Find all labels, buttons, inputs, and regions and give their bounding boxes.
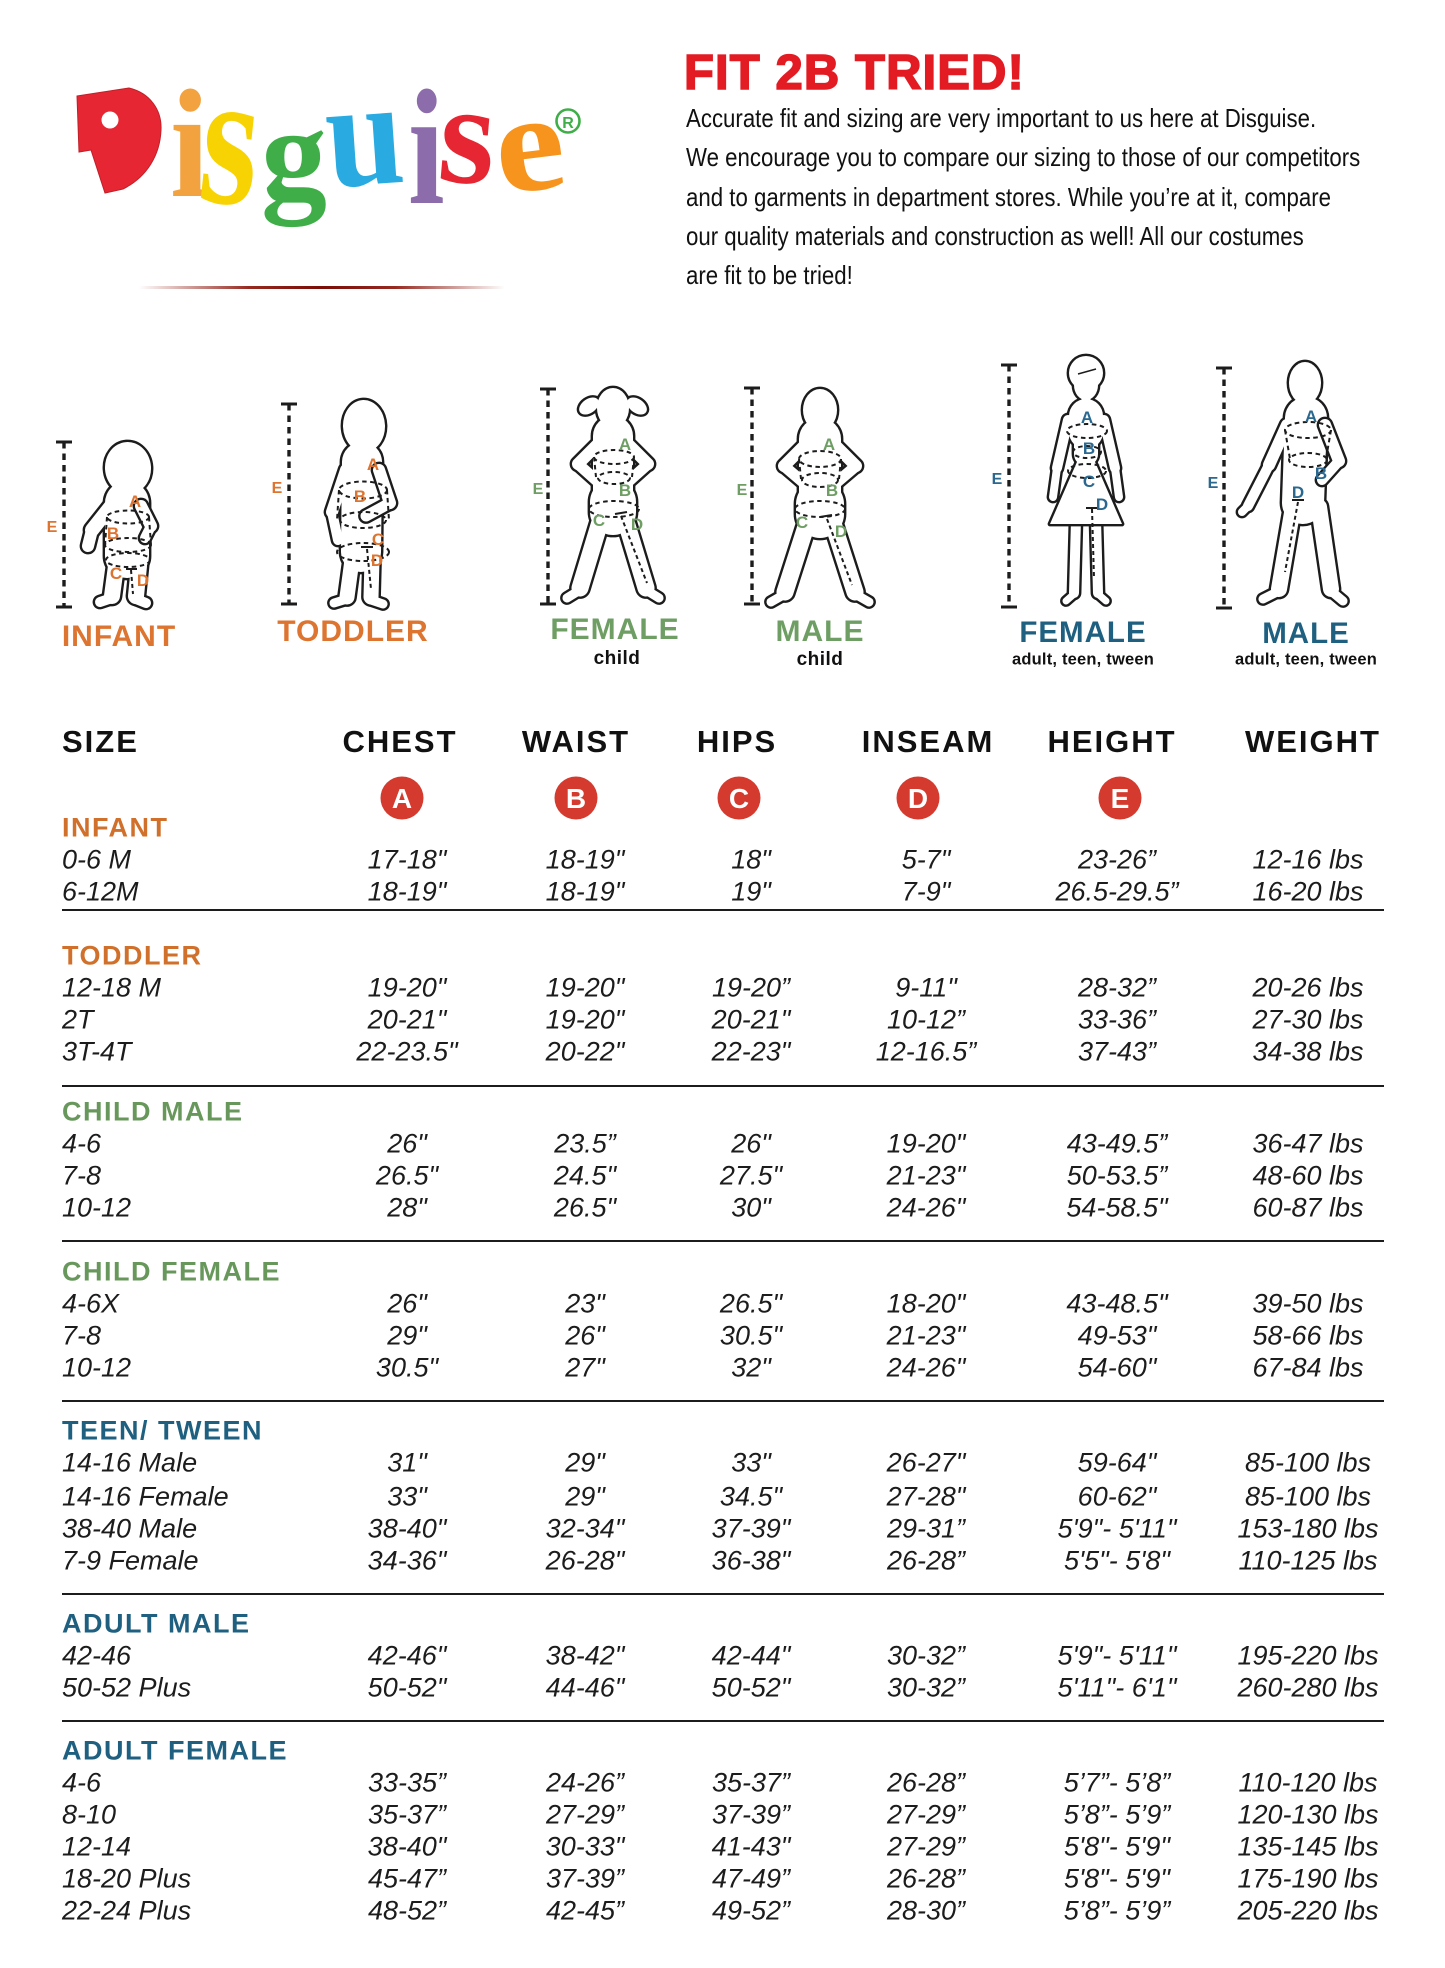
svg-text:B: B xyxy=(1083,439,1095,458)
svg-text:D: D xyxy=(1292,483,1304,502)
svg-text:A: A xyxy=(367,455,379,474)
svg-text:R: R xyxy=(562,115,574,132)
svg-text:C: C xyxy=(110,564,122,583)
svg-text:B: B xyxy=(1315,464,1327,483)
svg-text:A: A xyxy=(1305,407,1317,426)
svg-text:B: B xyxy=(826,481,838,500)
svg-text:E: E xyxy=(272,480,283,497)
svg-text:A: A xyxy=(1081,408,1093,427)
svg-text:D: D xyxy=(371,551,383,570)
svg-text:E: E xyxy=(47,519,58,536)
svg-text:E: E xyxy=(992,471,1003,488)
svg-text:C: C xyxy=(372,530,384,549)
svg-text:u: u xyxy=(320,47,409,221)
svg-text:i: i xyxy=(408,57,445,239)
svg-text:C: C xyxy=(1083,472,1095,491)
svg-text:A: A xyxy=(129,492,141,511)
svg-text:E: E xyxy=(1208,475,1219,492)
svg-text:A: A xyxy=(823,435,835,454)
svg-text:E: E xyxy=(737,482,748,499)
svg-text:D: D xyxy=(835,522,847,541)
svg-text:s: s xyxy=(433,53,503,216)
svg-text:E: E xyxy=(533,481,544,498)
svg-text:E: E xyxy=(1111,783,1130,814)
svg-text:C: C xyxy=(796,513,808,532)
svg-text:A: A xyxy=(619,435,631,454)
svg-text:D: D xyxy=(1096,495,1108,514)
svg-text:D: D xyxy=(137,571,149,590)
svg-text:g: g xyxy=(261,80,327,227)
svg-text:B: B xyxy=(566,783,586,814)
svg-text:B: B xyxy=(354,487,366,506)
svg-text:i: i xyxy=(170,59,210,231)
svg-text:D: D xyxy=(631,515,643,534)
svg-text:C: C xyxy=(729,783,749,814)
svg-text:C: C xyxy=(593,511,605,530)
svg-text:B: B xyxy=(619,481,631,500)
svg-text:D: D xyxy=(908,783,928,814)
svg-text:B: B xyxy=(107,524,119,543)
svg-text:A: A xyxy=(392,783,412,814)
